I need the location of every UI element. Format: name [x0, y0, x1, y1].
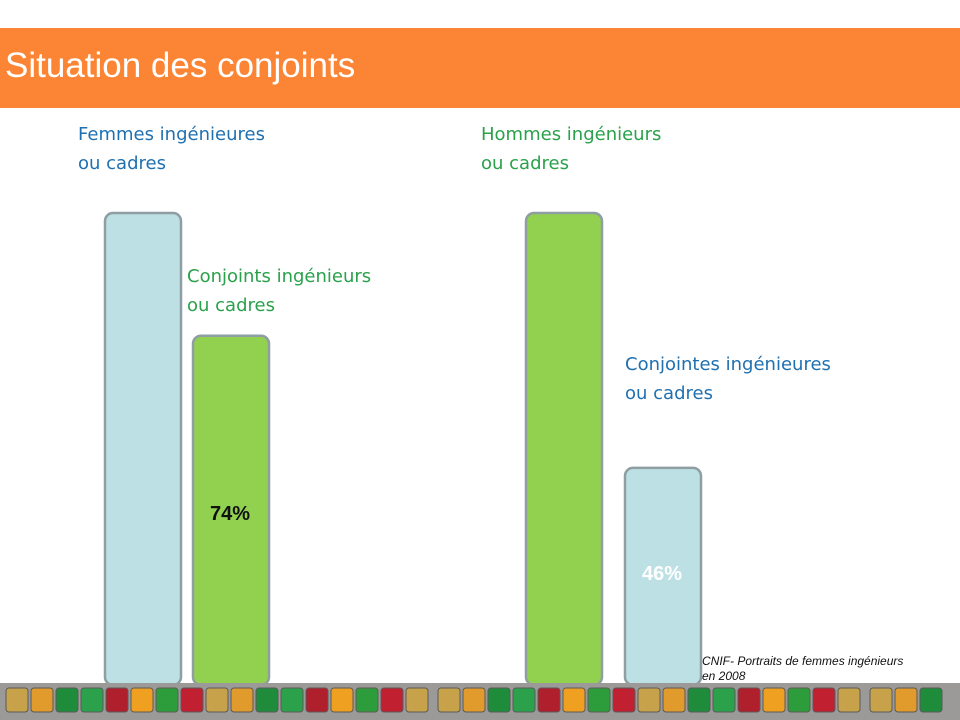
chart1-category-label-1: Femmes ingénieures ou cadres	[78, 124, 265, 174]
decorative-tile	[869, 687, 893, 713]
decorative-tile	[894, 687, 918, 713]
decorative-tile	[255, 687, 279, 713]
decorative-tile	[355, 687, 379, 713]
decorative-tile	[280, 687, 304, 713]
decorative-tile	[305, 687, 329, 713]
chart2-value-label-2: 46%	[641, 563, 683, 585]
decorative-tile	[787, 687, 811, 713]
chart2-bar-1	[524, 211, 604, 687]
decorative-tile	[662, 687, 686, 713]
decorative-tile	[105, 687, 129, 713]
decorative-tile	[462, 687, 486, 713]
decorative-tile	[762, 687, 786, 713]
decorative-tile	[437, 687, 461, 713]
decorative-tile	[380, 687, 404, 713]
decorative-tile	[55, 687, 79, 713]
chart2-category-label-1: Hommes ingénieurs ou cadres	[481, 124, 662, 174]
chart1-category-label-2: Conjoints ingénieurs ou cadres	[187, 266, 372, 316]
decorative-tile	[537, 687, 561, 713]
decorative-tile	[637, 687, 661, 713]
decorative-tile	[487, 687, 511, 713]
decorative-tile	[130, 687, 154, 713]
title-bar: Situation des conjoints	[0, 28, 960, 108]
decorative-tile	[80, 687, 104, 713]
decorative-tile	[837, 687, 861, 713]
decorative-tile	[155, 687, 179, 713]
slide-title: Situation des conjoints	[5, 46, 356, 85]
decorative-tile	[712, 687, 736, 713]
decorative-tile	[405, 687, 429, 713]
decorative-tile	[330, 687, 354, 713]
chart1-bar-1	[103, 211, 183, 687]
decorative-tile	[737, 687, 761, 713]
decorative-tile	[205, 687, 229, 713]
decorative-tile	[812, 687, 836, 713]
decorative-tile	[230, 687, 254, 713]
decorative-tile	[512, 687, 536, 713]
decorative-tile	[180, 687, 204, 713]
chart1-value-label-2: 74%	[209, 503, 251, 525]
decorative-tile	[919, 687, 943, 713]
decorative-tile-strip	[0, 683, 960, 720]
chart2-category-label-2: Conjointes ingénieures ou cadres	[625, 354, 831, 404]
decorative-tile	[587, 687, 611, 713]
decorative-tile	[687, 687, 711, 713]
decorative-tile	[30, 687, 54, 713]
decorative-tile	[5, 687, 29, 713]
decorative-tile	[612, 687, 636, 713]
decorative-tile	[562, 687, 586, 713]
source-note: CNIF- Portraits de femmes ingénieurs en …	[702, 654, 904, 683]
